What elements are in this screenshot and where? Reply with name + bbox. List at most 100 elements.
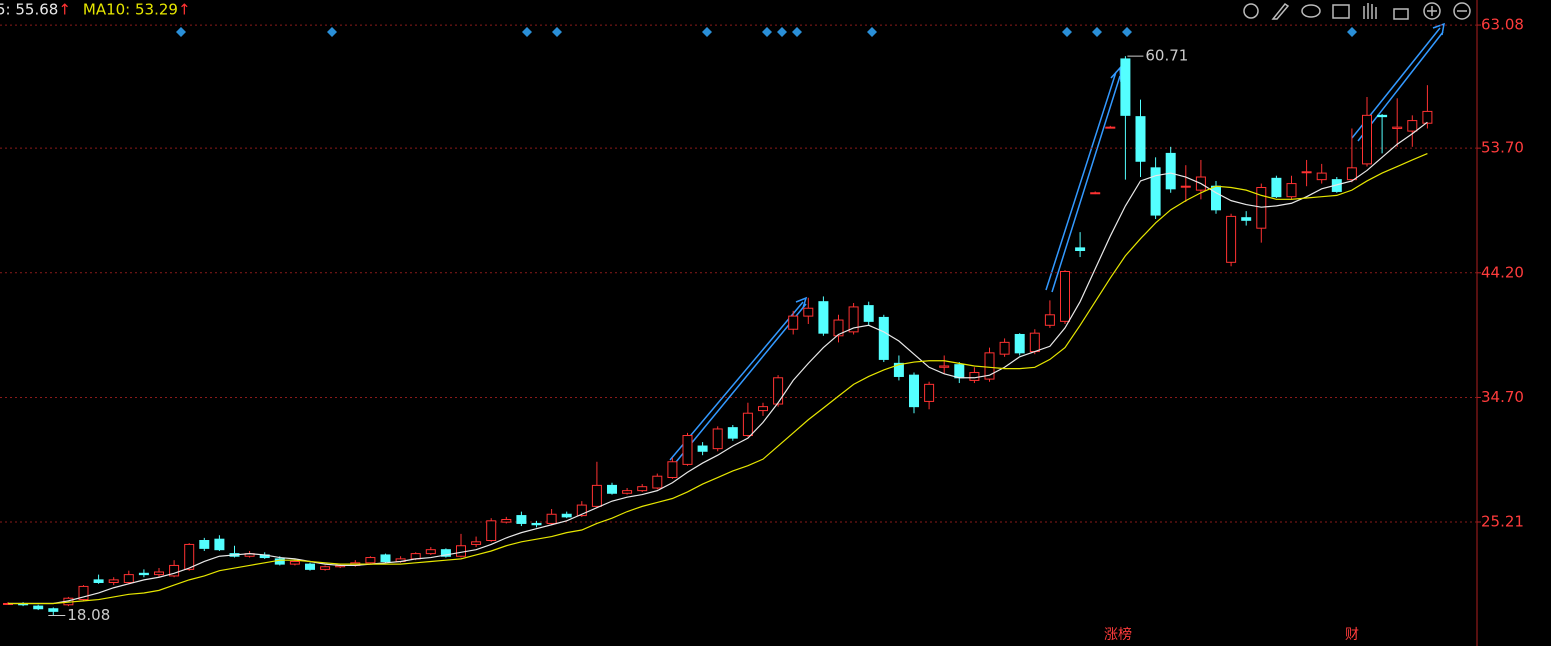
zoom-in-icon[interactable] [1423, 2, 1441, 20]
candle-body [1377, 114, 1388, 118]
candle-body [697, 445, 708, 452]
candle-body [893, 362, 904, 377]
candle-body [138, 572, 149, 576]
eye-icon[interactable] [1301, 4, 1321, 18]
candle-body [742, 412, 753, 437]
candle-body [48, 608, 59, 612]
candle-body [1180, 185, 1191, 188]
max-label: 60.71 [1145, 47, 1188, 65]
box-icon[interactable] [1332, 4, 1350, 19]
candle-body [93, 579, 104, 583]
candle-body [184, 543, 195, 570]
candle-body [1211, 185, 1221, 211]
candle-body [471, 541, 482, 545]
candle-body [1422, 110, 1433, 124]
candle-body [1407, 120, 1418, 132]
y-tick-label: 25.21 [1481, 512, 1524, 530]
candle-body [863, 305, 874, 322]
candle-body [591, 484, 602, 507]
legend-entry: 5: 55.68 [0, 1, 58, 19]
settings-icon[interactable] [1243, 3, 1259, 19]
event-marker [1092, 27, 1102, 37]
candle-body [833, 319, 844, 337]
event-marker [176, 27, 186, 37]
candle-body [169, 564, 180, 577]
candle-body [440, 549, 451, 557]
candle-body [199, 539, 210, 549]
zoom-out-icon[interactable] [1453, 2, 1471, 20]
y-tick-label: 34.70 [1481, 388, 1524, 406]
event-marker [1062, 27, 1072, 37]
candle-body [456, 545, 466, 557]
event-marker [762, 27, 772, 37]
candle-body [1105, 126, 1116, 129]
candle-body [1090, 192, 1101, 195]
candle-body [682, 435, 693, 465]
candle-body [531, 522, 542, 526]
candle-body [33, 605, 44, 610]
arrow [669, 296, 808, 463]
legend-arrow: ↑ [58, 1, 71, 19]
y-tick-label: 53.70 [1481, 139, 1524, 157]
candle-body [1044, 314, 1055, 326]
candle-body [1256, 187, 1267, 229]
candle-body [803, 307, 814, 317]
candle-body [320, 566, 331, 570]
candle-body [758, 406, 768, 412]
event-marker [777, 27, 787, 37]
candle-body [1301, 171, 1312, 174]
candle-body [546, 513, 557, 524]
event-label: 涨榜 [1104, 626, 1132, 643]
candle-body [501, 519, 512, 523]
toolbar [1243, 2, 1471, 20]
hand-icon[interactable] [1363, 3, 1377, 19]
candle-body [425, 549, 436, 555]
plus [1427, 6, 1437, 16]
ma-line [8, 152, 1428, 605]
event-marker [867, 27, 877, 37]
candle-body [818, 301, 829, 334]
candle-body [123, 574, 134, 583]
candle-body [1346, 167, 1357, 181]
y-tick-label: 63.08 [1481, 16, 1524, 34]
candle-body [1362, 114, 1372, 165]
candle-body [1135, 116, 1146, 162]
candle-body [289, 560, 300, 565]
candle-body [622, 490, 633, 494]
candle-body [1271, 177, 1282, 198]
event-marker [702, 27, 712, 37]
candle-body [773, 377, 784, 405]
event-marker [552, 27, 562, 37]
candle-body [214, 538, 225, 551]
event-marker [792, 27, 802, 37]
candle-body [380, 554, 391, 562]
candle-body [1060, 270, 1070, 322]
candle-body [652, 475, 663, 489]
candle-body [984, 352, 995, 380]
candle-body [305, 563, 315, 570]
candle-body [1165, 152, 1176, 190]
candle-body [1241, 217, 1252, 221]
candle-body [1316, 172, 1327, 181]
candle-body [969, 372, 980, 381]
candle-body [108, 579, 119, 583]
candle-body [1120, 58, 1131, 116]
candle-body [667, 461, 678, 479]
candle-body [607, 484, 617, 494]
ma-line [8, 121, 1428, 605]
lock-icon[interactable] [1393, 8, 1409, 20]
candle-body [576, 504, 587, 517]
event-marker [522, 27, 532, 37]
candle-body [561, 513, 572, 518]
event-marker [327, 27, 337, 37]
legend-entry: MA10: 53.29 [83, 1, 178, 19]
draw-icon[interactable] [1271, 2, 1290, 20]
min-label: 18.08 [67, 606, 110, 624]
event-marker [1347, 27, 1357, 37]
candle-body [1392, 126, 1403, 129]
candle-body [1029, 332, 1040, 353]
candle-body [1075, 247, 1086, 252]
